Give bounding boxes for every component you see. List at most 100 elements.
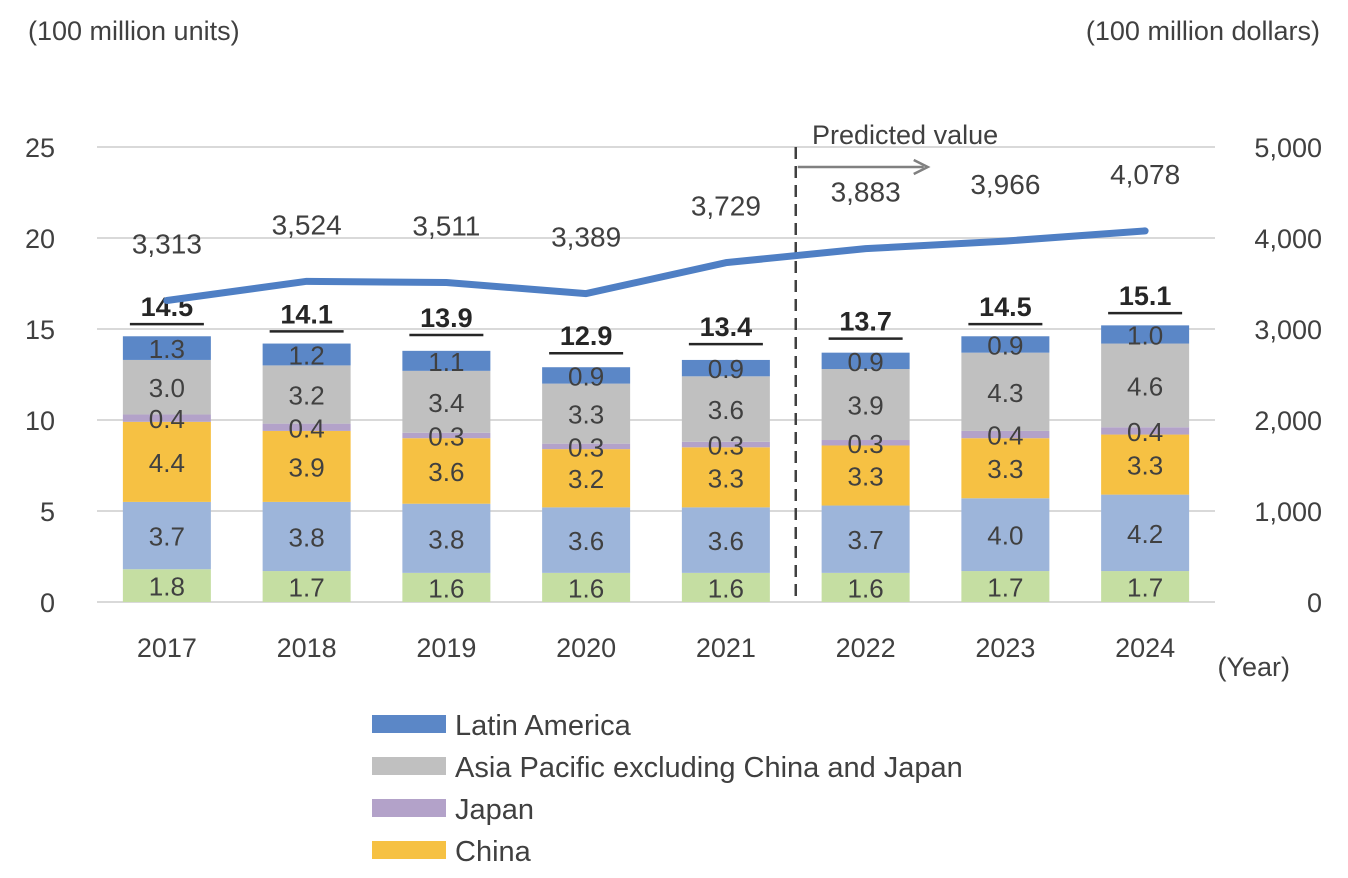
- total-labels: 14.5 14.1 13.912.9 13.4 13.7 14.5 15.1: [129, 281, 1183, 355]
- segment-label: 0.4: [289, 413, 325, 443]
- x-tick-label: 2024: [1115, 633, 1175, 663]
- segment-label: 1.6: [708, 573, 744, 603]
- segment-label: 3.6: [568, 526, 604, 556]
- bar-segment: [961, 352, 1050, 431]
- bar-segment: [821, 440, 910, 446]
- bar-segment: [402, 438, 491, 504]
- bar-segment: [542, 367, 631, 384]
- bar-segment: [681, 447, 770, 508]
- right-tick-label: 4,000: [1254, 224, 1322, 254]
- segment-label: 3.3: [1127, 451, 1163, 481]
- x-axis-labels: 2017 2018 2019 2020 2021 2022 2023 2024: [137, 633, 1175, 663]
- segment-label: 1.7: [1127, 573, 1163, 603]
- segment-label: 1.0: [1127, 320, 1163, 350]
- bar-segment: [821, 505, 910, 573]
- x-tick-label: 2023: [975, 633, 1035, 663]
- right-tick-label: 0: [1307, 588, 1322, 618]
- total-label: 13.7: [839, 307, 892, 337]
- x-tick-label: 2017: [137, 633, 197, 663]
- bar-segment: [122, 501, 211, 570]
- line-labels: 3,313 3,524 3,511 3,389 3,729 3,883 3,966 4,078: [132, 159, 1180, 260]
- segment-label: 4.4: [149, 448, 185, 478]
- bar-segment: [681, 359, 770, 377]
- segment-label: 1.6: [848, 573, 884, 603]
- total-label: 12.9: [560, 321, 613, 351]
- bar-segment: [122, 414, 211, 422]
- bar-segment: [262, 365, 351, 424]
- segment-label: 3.8: [289, 522, 325, 552]
- legend-label: Asia Pacific excluding China and Japan: [455, 752, 963, 784]
- x-axis-unit: (Year): [1217, 652, 1290, 682]
- right-tick-label: 1,000: [1254, 497, 1322, 527]
- bar-segment: [1101, 427, 1190, 435]
- bar-segment: [821, 352, 910, 370]
- line-value-label: 4,078: [1110, 159, 1180, 190]
- bar-segment: [821, 445, 910, 506]
- line-value-label: 3,966: [970, 169, 1040, 200]
- segment-label: 1.2: [289, 340, 325, 370]
- revenue-line: [163, 227, 1149, 305]
- segment-label: 0.3: [428, 421, 464, 451]
- total-label: 13.9: [420, 303, 473, 333]
- bar-segment: [262, 571, 351, 602]
- bar-segment: [122, 569, 211, 602]
- bar-segment: [402, 432, 491, 439]
- bar-segment: [262, 430, 351, 502]
- segment-label: 3.9: [289, 452, 325, 482]
- segment-label: 3.4: [428, 388, 464, 418]
- segment-label: 3.7: [149, 522, 185, 552]
- segment-label: 0.9: [848, 347, 884, 377]
- bar-segment: [262, 423, 351, 431]
- segment-label: 3.0: [149, 373, 185, 403]
- segment-label: 1.7: [289, 573, 325, 603]
- bar-segment: [821, 572, 910, 602]
- segment-label: 0.3: [568, 432, 604, 462]
- bar-segment: [961, 336, 1050, 353]
- stacked-bars: [122, 325, 1190, 602]
- segment-label: 1.6: [568, 573, 604, 603]
- segment-label: 3.6: [708, 526, 744, 556]
- x-tick-label: 2021: [696, 633, 756, 663]
- segment-label: 3.9: [848, 391, 884, 421]
- bar-segment: [402, 350, 491, 371]
- legend-swatch: [372, 715, 446, 733]
- bar-segment: [542, 443, 631, 450]
- line-value-label: 3,389: [551, 222, 621, 253]
- segment-label: 3.3: [848, 462, 884, 492]
- legend-label: Japan: [455, 794, 534, 826]
- bar-segment: [961, 571, 1050, 602]
- segment-label: 3.3: [987, 454, 1023, 484]
- left-axis-ticks: 0 5 10 15 20 25: [25, 133, 55, 618]
- segment-label: 3.6: [708, 395, 744, 425]
- segment-label: 4.0: [987, 521, 1023, 551]
- total-label: 15.1: [1119, 281, 1172, 311]
- bar-segment: [681, 376, 770, 442]
- left-tick-label: 0: [40, 588, 55, 618]
- line-value-label: 3,511: [412, 210, 480, 241]
- x-tick-label: 2018: [277, 633, 337, 663]
- segment-label: 1.8: [149, 572, 185, 602]
- segment-label: 1.1: [428, 347, 464, 377]
- bar-segment: [542, 449, 631, 508]
- bar-segment: [821, 369, 910, 441]
- segment-label: 4.2: [1127, 519, 1163, 549]
- segment-label: 0.4: [987, 421, 1023, 451]
- bar-segment: [402, 503, 491, 573]
- segment-label: 4.6: [1127, 371, 1163, 401]
- legend-label: China: [455, 836, 532, 868]
- segment-label: 3.3: [568, 400, 604, 430]
- bar-segment: [961, 430, 1050, 439]
- bar-segment: [681, 441, 770, 448]
- bar-segment: [262, 501, 351, 572]
- segment-label: 3.2: [289, 381, 325, 411]
- segment-label: 0.4: [149, 404, 185, 434]
- segment-label: 0.3: [848, 429, 884, 459]
- predicted-arrow-head: [913, 158, 931, 176]
- bar-segment: [1101, 494, 1190, 572]
- bar-segment: [122, 421, 211, 502]
- segment-label: 1.3: [149, 334, 185, 364]
- left-tick-label: 5: [40, 497, 55, 527]
- legend: Latin America Asia Pacific excluding Chin…: [372, 710, 963, 868]
- segment-labels: 1.83.74.40.43.01.31.73.83.90.43.21.21.63…: [149, 320, 1163, 603]
